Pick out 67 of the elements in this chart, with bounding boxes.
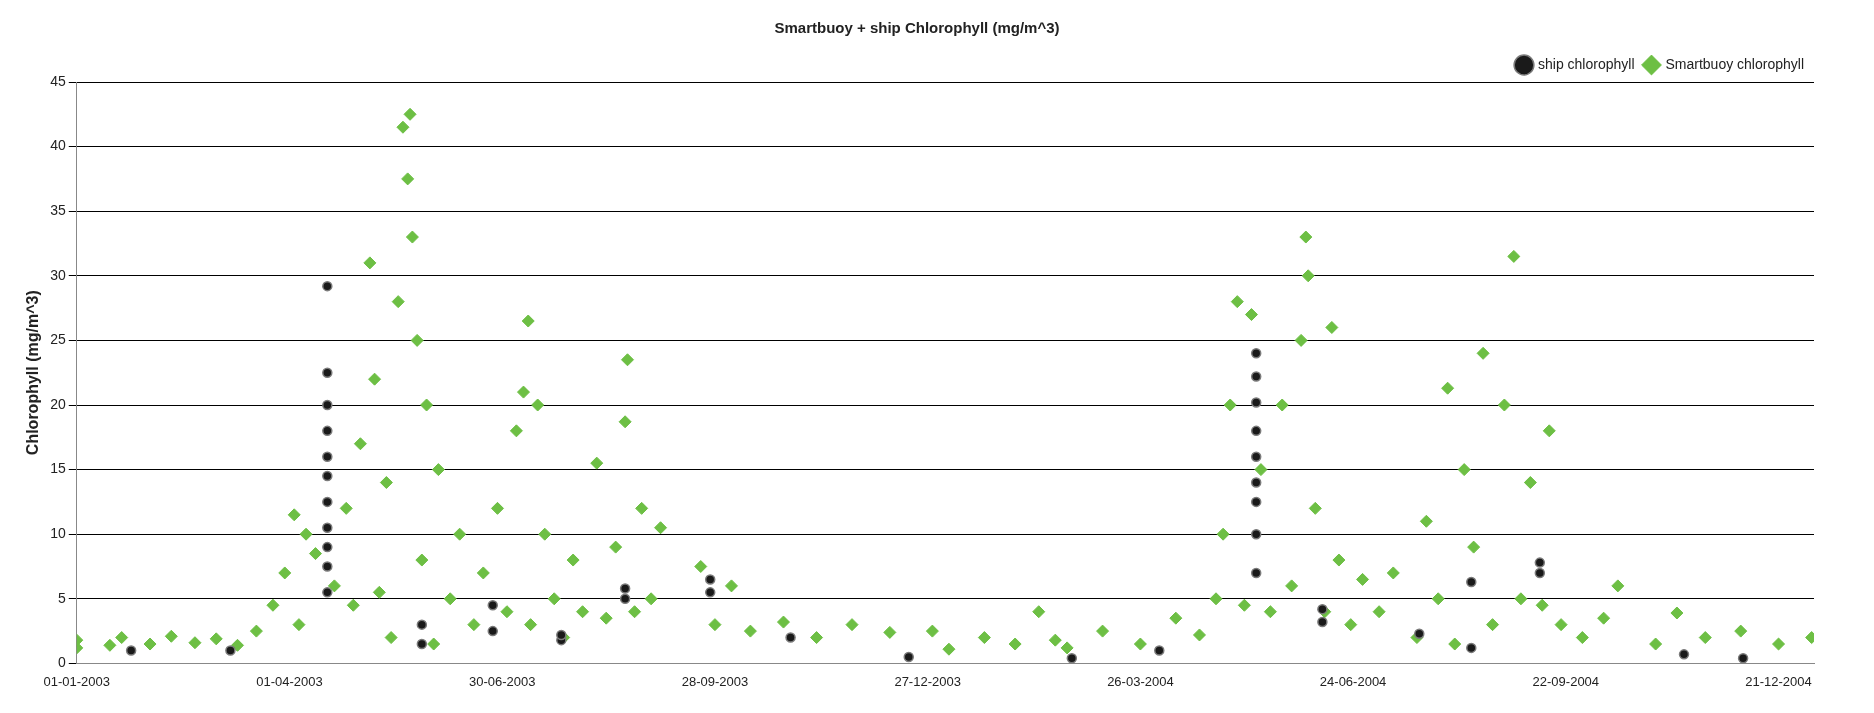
point xyxy=(322,561,333,572)
x-tick-label: 22-09-2004 xyxy=(1532,673,1600,689)
point xyxy=(785,632,796,643)
point xyxy=(1534,567,1546,579)
legend-label: Smartbuoy chlorophyll xyxy=(1665,55,1805,72)
y-tick-label: 5 xyxy=(57,589,66,606)
chart-title: Smartbuoy + ship Chlorophyll (mg/m^3) xyxy=(774,19,1060,37)
y-axis-title: Chlorophyll (mg/m^3) xyxy=(24,290,42,456)
point xyxy=(322,451,333,462)
point xyxy=(619,593,631,605)
y-tick-label: 40 xyxy=(50,137,66,154)
point xyxy=(487,625,499,637)
point xyxy=(1250,567,1262,579)
point xyxy=(322,367,333,378)
point xyxy=(322,280,333,292)
point xyxy=(1154,645,1165,656)
point xyxy=(322,496,333,508)
x-tick-label: 21-12-2004 xyxy=(1745,673,1812,689)
point xyxy=(416,638,428,650)
x-tick-label: 28-09-2003 xyxy=(681,673,749,689)
legend-label: ship chlorophyll xyxy=(1537,55,1635,72)
point xyxy=(1066,652,1078,664)
y-tick-label: 25 xyxy=(50,331,66,348)
point xyxy=(1534,557,1546,568)
x-tick-label: 24-06-2004 xyxy=(1319,673,1387,689)
x-tick-label: 01-04-2003 xyxy=(256,673,323,689)
x-tick-label: 30-06-2003 xyxy=(468,673,536,689)
point xyxy=(1317,603,1328,615)
point xyxy=(1466,642,1477,654)
point xyxy=(322,541,333,553)
point xyxy=(1466,576,1477,588)
point xyxy=(416,619,428,630)
y-tick-label: 35 xyxy=(50,202,66,219)
y-tick-label: 20 xyxy=(50,395,66,412)
point xyxy=(1317,616,1328,628)
x-tick-label: 01-01-2003 xyxy=(43,673,111,689)
point xyxy=(322,587,333,598)
y-tick-label: 15 xyxy=(50,460,66,477)
y-tick-label: 10 xyxy=(50,525,66,542)
x-tick-label: 27-12-2003 xyxy=(894,673,961,689)
point xyxy=(1250,528,1262,540)
point xyxy=(1414,628,1425,639)
y-tick-label: 0 xyxy=(57,654,66,671)
point xyxy=(704,587,716,598)
point xyxy=(1250,451,1262,462)
point xyxy=(556,629,567,641)
point xyxy=(225,645,236,656)
point xyxy=(619,583,631,594)
point xyxy=(1250,496,1262,508)
point xyxy=(903,651,914,663)
point xyxy=(1250,425,1262,437)
point xyxy=(322,470,333,482)
point xyxy=(125,645,137,656)
point xyxy=(1678,649,1690,660)
point xyxy=(322,425,333,437)
point xyxy=(1250,371,1262,382)
point xyxy=(1250,397,1262,408)
y-tick-label: 45 xyxy=(50,72,66,89)
point xyxy=(487,600,499,611)
point xyxy=(1737,652,1749,664)
point xyxy=(1250,477,1262,488)
x-tick-label: 26-03-2004 xyxy=(1107,673,1174,689)
point xyxy=(322,399,333,411)
point xyxy=(1250,348,1262,359)
point xyxy=(322,522,333,533)
point xyxy=(704,574,716,585)
y-tick-label: 30 xyxy=(50,266,66,283)
